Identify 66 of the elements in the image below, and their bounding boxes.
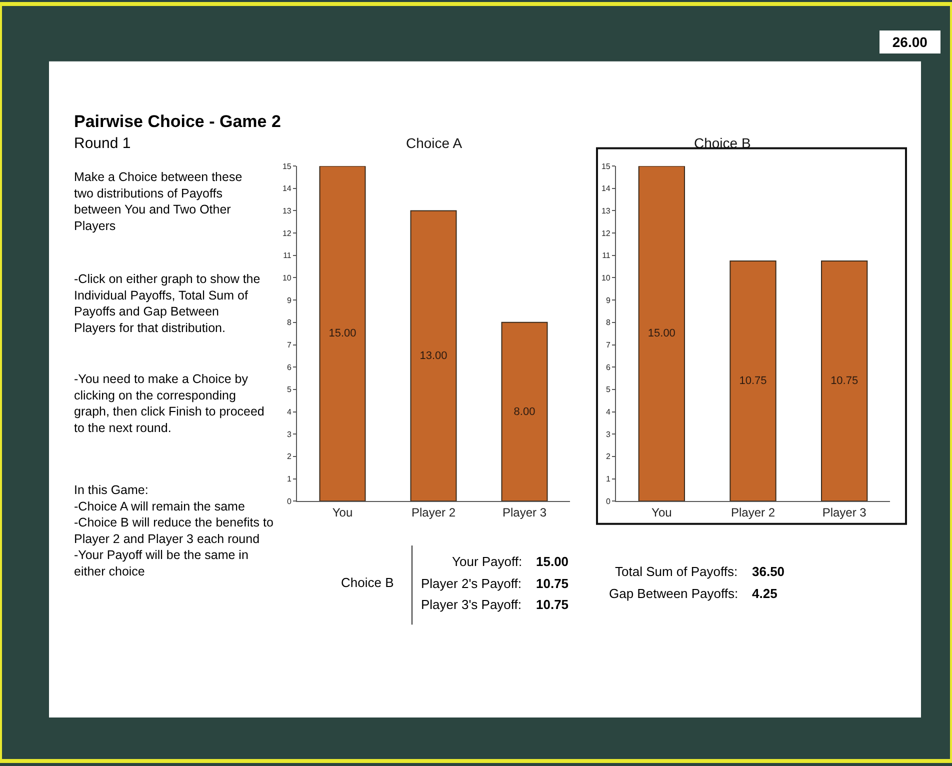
- text: Player 3's Payoff:: [421, 597, 522, 612]
- x-tick-label: Player 2: [730, 505, 776, 520]
- y-tick-label: 0: [606, 496, 611, 506]
- y-tick-label: 7: [606, 340, 611, 350]
- data-label: 13.00: [420, 350, 448, 362]
- y-tick-label: 6: [606, 362, 611, 372]
- y-tick-label: 14: [601, 184, 611, 194]
- text: Gap Between Payoffs:: [609, 586, 738, 601]
- y-tick-label: 11: [283, 251, 292, 260]
- text: 15.00: [536, 554, 569, 569]
- text: Choice B: [341, 575, 394, 590]
- bar: [319, 166, 366, 502]
- data-label: 8.00: [514, 406, 536, 418]
- y-tick-label: 3: [606, 430, 611, 439]
- text: -You need to make a Choice by clicking on the corresponding graph, then click Finish to proceed to the next round.: [74, 372, 264, 435]
- y-tick-label: 12: [601, 228, 611, 238]
- y-tick-label: 15: [282, 162, 292, 171]
- text: Player 2's Payoff:: [421, 576, 522, 591]
- y-tick-label: 9: [286, 296, 292, 305]
- y-tick-label: 3: [286, 430, 292, 439]
- x-tick-label: Player 2: [411, 505, 456, 520]
- y-tick-label: 13: [601, 206, 611, 216]
- y-tick-label: 6: [286, 362, 292, 372]
- text: Your Payoff:: [452, 554, 522, 569]
- y-tick-label: 12: [282, 228, 292, 238]
- x-tick-label: You: [652, 505, 672, 520]
- text: In this Game: -Choice A will remain the same -Choice B will reduce the benefits to Player 2 and Player 3 each round -Your Payoff will be the same in either choice: [74, 483, 274, 578]
- chart-title: Choice A: [406, 135, 463, 151]
- x-tick-label: Player 3: [822, 505, 867, 520]
- y-tick-label: 14: [282, 184, 292, 194]
- y-tick-label: 1: [606, 474, 611, 484]
- y-tick-label: 2: [286, 452, 292, 462]
- data-label: 10.75: [739, 375, 767, 388]
- text: Round 1: [74, 135, 131, 152]
- y-tick-label: 9: [606, 296, 611, 305]
- y-tick-label: 10: [282, 274, 292, 283]
- y-tick-label: 8: [606, 318, 611, 328]
- text: 10.75: [536, 576, 569, 591]
- y-tick-label: 8: [286, 318, 292, 328]
- text: Total Sum of Payoffs:: [615, 564, 738, 579]
- bar: [410, 210, 457, 502]
- data-label: 15.00: [328, 328, 356, 340]
- text: Pairwise Choice - Game 2: [74, 112, 281, 131]
- bar: [501, 322, 548, 502]
- text: 10.75: [536, 597, 569, 612]
- y-tick-label: 0: [286, 496, 292, 506]
- data-label: 15.00: [648, 328, 676, 340]
- y-tick-label: 15: [601, 162, 611, 171]
- data-label: 10.75: [830, 375, 858, 388]
- y-tick-label: 2: [606, 452, 611, 462]
- text: Make a Choice between these two distributions of Payoffs between You and Two Other Players: [74, 170, 242, 233]
- y-tick-label: 4: [286, 408, 292, 417]
- y-tick-label: 5: [606, 385, 611, 394]
- text: 36.50: [752, 564, 785, 579]
- y-tick-label: 11: [602, 251, 611, 260]
- y-tick-label: 4: [606, 408, 611, 417]
- y-tick-label: 7: [286, 340, 292, 350]
- text: 4.25: [752, 586, 778, 601]
- y-tick-label: 13: [282, 206, 292, 216]
- text: 26.00: [892, 34, 928, 50]
- y-tick-label: 1: [286, 474, 292, 484]
- text: -Click on either graph to show the Individual Payoffs, Total Sum of Payoffs and Gap Between Players for that distribution.: [74, 272, 260, 335]
- x-tick-label: You: [332, 505, 353, 520]
- y-tick-label: 10: [601, 274, 611, 283]
- y-tick-label: 5: [286, 385, 292, 394]
- x-tick-label: Player 3: [502, 505, 547, 520]
